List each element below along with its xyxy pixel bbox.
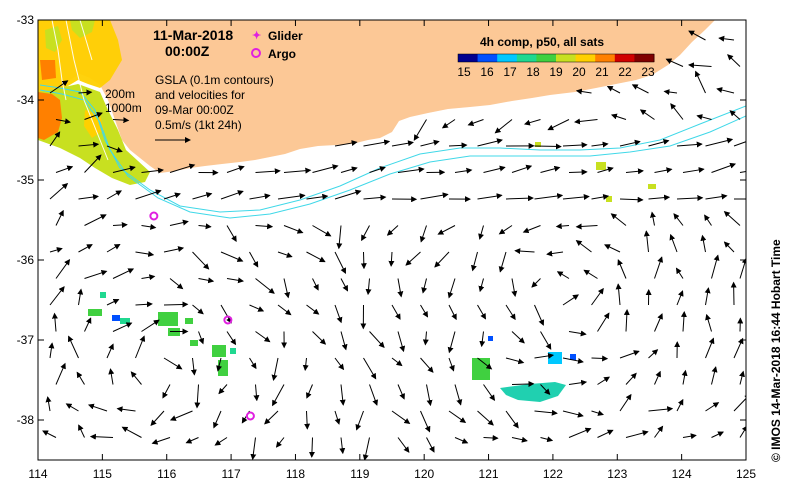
colorbar-tick-label: 17: [503, 65, 517, 79]
glider-icon: ✦: [252, 30, 261, 42]
x-tick-label: 117: [222, 467, 241, 481]
colorbar-tick-label: 20: [572, 65, 586, 79]
colorbar-tick-label: 18: [526, 65, 540, 79]
y-tick-label: -34: [17, 93, 35, 107]
velocity-arrow: [535, 146, 561, 147]
date-label: 11-Mar-2018: [153, 27, 233, 43]
y-tick-label: -35: [17, 173, 35, 187]
gsla-description-line2: and velocities for: [155, 88, 245, 102]
x-tick-label: 121: [479, 467, 499, 481]
x-tick-label: 115: [93, 467, 112, 481]
colorbar-segment: [634, 54, 654, 62]
x-tick-label: 114: [28, 467, 47, 481]
velocity-scale-label: 0.5m/s (1kt 24h): [155, 118, 242, 132]
x-tick-label: 119: [350, 467, 369, 481]
x-tick-label: 116: [157, 467, 176, 481]
velocity-arrow: [512, 384, 533, 385]
colorbar-segment: [478, 54, 498, 62]
y-tick-label: -38: [17, 413, 35, 427]
colorbar-segment: [497, 54, 517, 62]
colorbar-segment: [458, 54, 478, 62]
legend-argo-label: Argo: [268, 47, 296, 61]
x-tick-label: 118: [286, 467, 305, 481]
colorbar-segment: [556, 54, 576, 62]
colorbar-segment: [615, 54, 635, 62]
side-credit: © IMOS 14-Mar-2018 16:44 Hobart Time: [769, 239, 783, 462]
isobath-label-200m: 200m: [105, 87, 135, 101]
colorbar-tick-label: 19: [549, 65, 563, 79]
colorbar-segment: [517, 54, 537, 62]
x-tick-label: 123: [607, 467, 627, 481]
colorbar-tick-label: 22: [618, 65, 632, 79]
colorbar-tick-label: 21: [595, 65, 609, 79]
colorbar-segment: [595, 54, 615, 62]
colorbar: 15 16 17 18 19 20 21 22 23: [457, 54, 655, 79]
y-tick-label: -37: [17, 333, 35, 347]
x-tick-label: 125: [736, 467, 756, 481]
velocity-arrow: [569, 172, 587, 173]
y-tick-label: -36: [17, 253, 35, 267]
velocity-arrow: [484, 438, 498, 439]
legend-glider: ✦ Glider: [252, 29, 303, 43]
colorbar-segment: [576, 54, 596, 62]
x-tick-label: 124: [672, 467, 692, 481]
colorbar-segment: [536, 54, 556, 62]
time-label: 00:00Z: [165, 43, 210, 59]
velocity-arrow: [164, 304, 187, 305]
x-tick-label: 120: [414, 467, 434, 481]
gsla-description-line1: GSLA (0.1m contours): [155, 73, 274, 87]
colorbar-tick-label: 16: [480, 65, 494, 79]
colorbar-title: 4h comp, p50, all sats: [480, 35, 604, 49]
colorbar-tick-label: 15: [457, 65, 471, 79]
velocity-arrow: [592, 358, 608, 359]
colorbar-tick-label: 23: [641, 65, 655, 79]
y-tick-label: -33: [17, 13, 35, 27]
legend-glider-label: Glider: [268, 29, 303, 43]
gsla-description-line3: 09-Mar 00:00Z: [155, 103, 234, 117]
x-tick-label: 122: [543, 467, 563, 481]
isobath-label-1000m: 1000m: [105, 101, 142, 115]
